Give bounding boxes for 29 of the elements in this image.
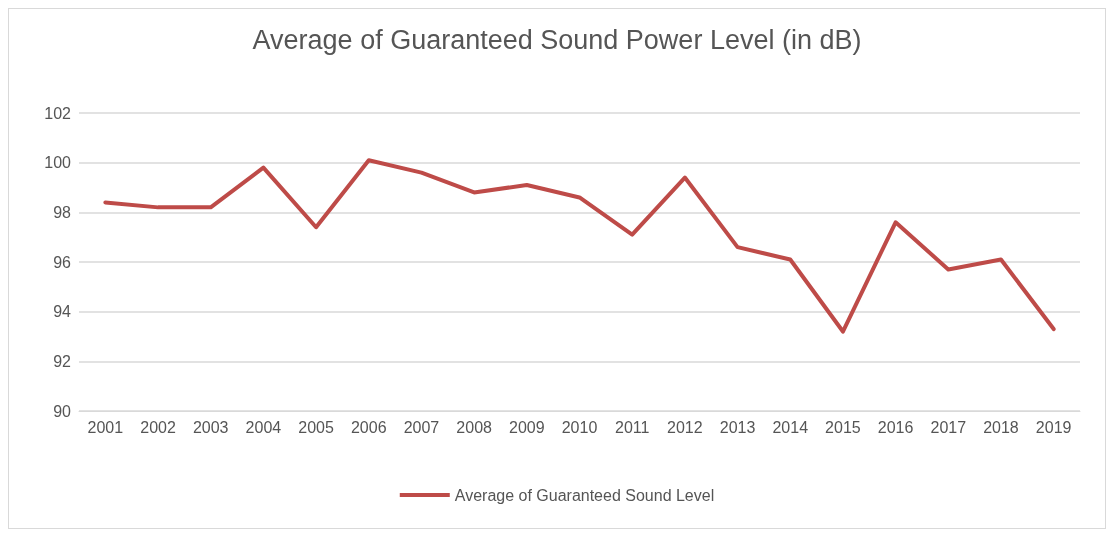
y-tick-label: 90 (53, 402, 72, 420)
x-tick-label: 2011 (614, 418, 650, 436)
x-tick-label: 2004 (245, 418, 282, 436)
x-tick-label: 2017 (930, 418, 967, 436)
x-tick-label: 2007 (403, 418, 440, 436)
x-tick-label: 2014 (772, 418, 809, 436)
x-tick-label: 2013 (719, 418, 756, 436)
legend-label: Average of Guaranteed Sound Level (454, 486, 715, 504)
x-tick-label: 2015 (825, 418, 861, 436)
x-tick-label: 2019 (1035, 418, 1072, 436)
x-tick-label: 2010 (561, 418, 598, 436)
x-tick-label: 2002 (140, 418, 176, 436)
x-tick-label: 2003 (192, 418, 229, 436)
x-tick-label: 2008 (456, 418, 493, 436)
y-tick-label: 102 (44, 104, 72, 122)
line-series (103, 158, 1056, 334)
x-tick-label: 2012 (667, 418, 703, 436)
chart-title: Average of Guaranteed Sound Power Level (in dB) (252, 24, 862, 55)
y-tick-label: 100 (44, 154, 72, 172)
x-tick-label: 2018 (983, 418, 1019, 436)
y-tick-label: 94 (53, 303, 72, 321)
x-tick-label: 2016 (877, 418, 914, 436)
x-tick-label: 2006 (350, 418, 387, 436)
y-tick-label: 92 (53, 352, 72, 370)
y-tick-label: 96 (53, 253, 72, 271)
x-tick-label: 2009 (509, 418, 545, 436)
x-tick-label: 2001 (87, 418, 124, 436)
y-tick-label: 98 (53, 203, 72, 221)
x-tick-label: 2005 (298, 418, 334, 436)
